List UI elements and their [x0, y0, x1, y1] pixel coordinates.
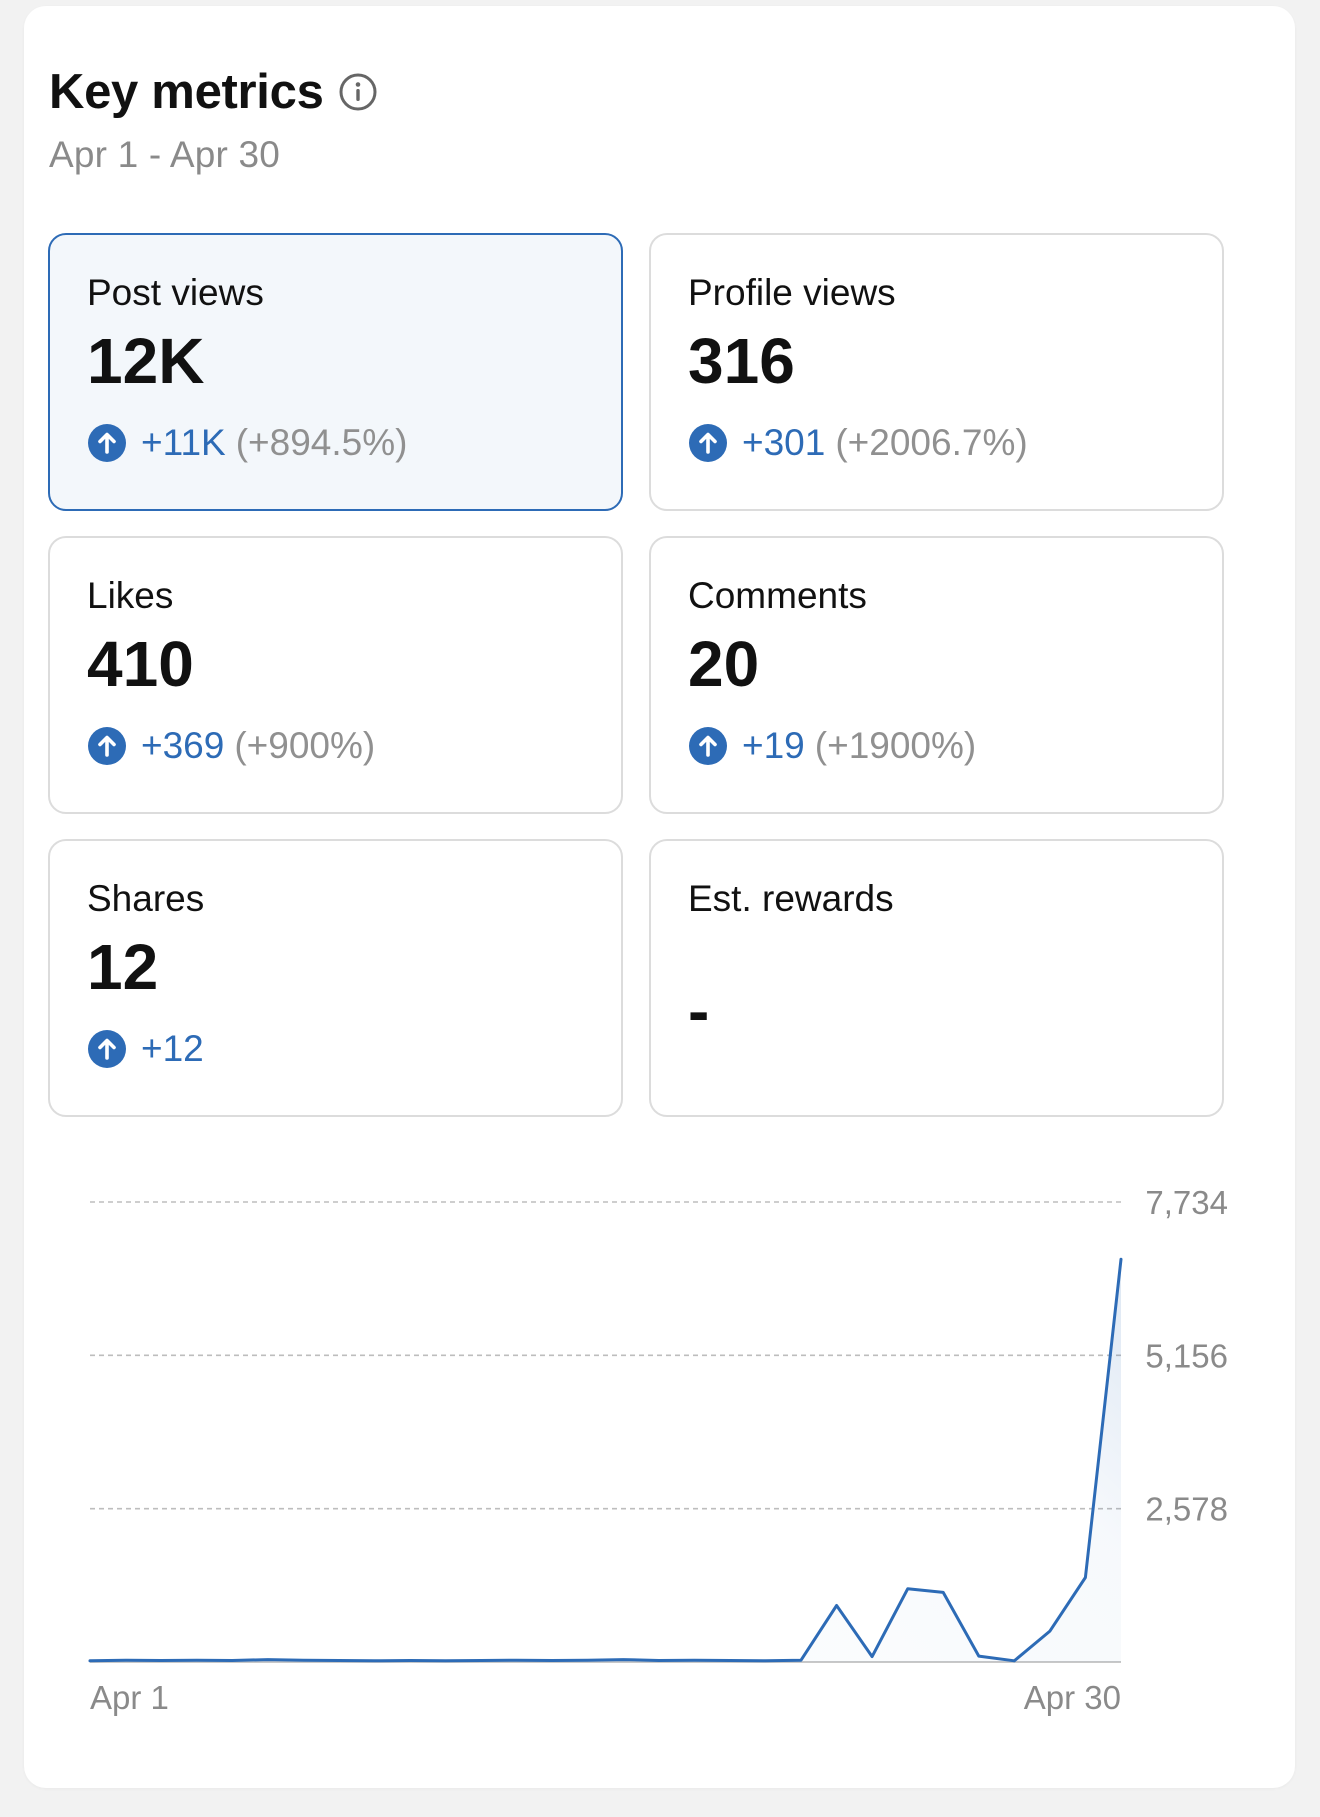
- metric-change-percent: (+894.5%): [235, 422, 408, 463]
- key-metrics-header: Key metrics Apr 1 - Apr 30: [49, 62, 378, 176]
- metric-change: +301 (+2006.7%): [688, 421, 1185, 465]
- metric-change: +12: [87, 1027, 584, 1071]
- metric-change-absolute: +12: [141, 1028, 204, 1069]
- arrow-up-circle-icon: [87, 423, 127, 463]
- metric-card-post-views[interactable]: Post views 12K +11K (+894.5%): [48, 233, 623, 511]
- metric-label: Profile views: [688, 272, 896, 313]
- page-title: Key metrics: [49, 65, 324, 119]
- metric-value: 12K: [87, 325, 205, 397]
- title-row: Key metrics: [49, 62, 378, 122]
- metric-change: +369 (+900%): [87, 724, 584, 768]
- date-range[interactable]: Apr 1 - Apr 30: [49, 134, 281, 175]
- arrow-up-circle-icon: [688, 726, 728, 766]
- metric-change: +11K (+894.5%): [87, 421, 584, 465]
- metric-label: Likes: [87, 575, 174, 616]
- metrics-grid: Post views 12K +11K (+894.5%) Profile views 3…: [48, 233, 1224, 1117]
- arrow-up-circle-icon: [87, 1029, 127, 1069]
- metric-change-percent: (+1900%): [814, 725, 977, 766]
- metric-change-absolute: +19: [742, 725, 805, 766]
- metric-card-est-rewards[interactable]: Est. rewards -: [649, 839, 1224, 1117]
- metric-change: +19 (+1900%): [688, 724, 1185, 768]
- arrow-up-circle-icon: [87, 726, 127, 766]
- metric-card-likes[interactable]: Likes 410 +369 (+900%): [48, 536, 623, 814]
- metric-label: Est. rewards: [688, 878, 894, 919]
- metric-value: 410: [87, 628, 194, 700]
- metric-change-absolute: +11K: [141, 422, 226, 463]
- metric-value: -: [688, 975, 710, 1047]
- metric-value: 20: [688, 628, 760, 700]
- metric-card-comments[interactable]: Comments 20 +19 (+1900%): [649, 536, 1224, 814]
- metric-label: Shares: [87, 878, 205, 919]
- info-circle-icon[interactable]: [338, 72, 378, 112]
- metric-change-percent: (+900%): [234, 725, 376, 766]
- metric-label: Post views: [87, 272, 264, 313]
- metric-change-absolute: +369: [141, 725, 225, 766]
- metric-change-absolute: +301: [742, 422, 826, 463]
- arrow-up-circle-icon: [688, 423, 728, 463]
- metric-card-profile-views[interactable]: Profile views 316 +301 (+2006.7%): [649, 233, 1224, 511]
- metric-value: 12: [87, 931, 159, 1003]
- metric-card-shares[interactable]: Shares 12 +12: [48, 839, 623, 1117]
- metric-value: 316: [688, 325, 795, 397]
- metric-label: Comments: [688, 575, 867, 616]
- metric-change-percent: (+2006.7%): [835, 422, 1028, 463]
